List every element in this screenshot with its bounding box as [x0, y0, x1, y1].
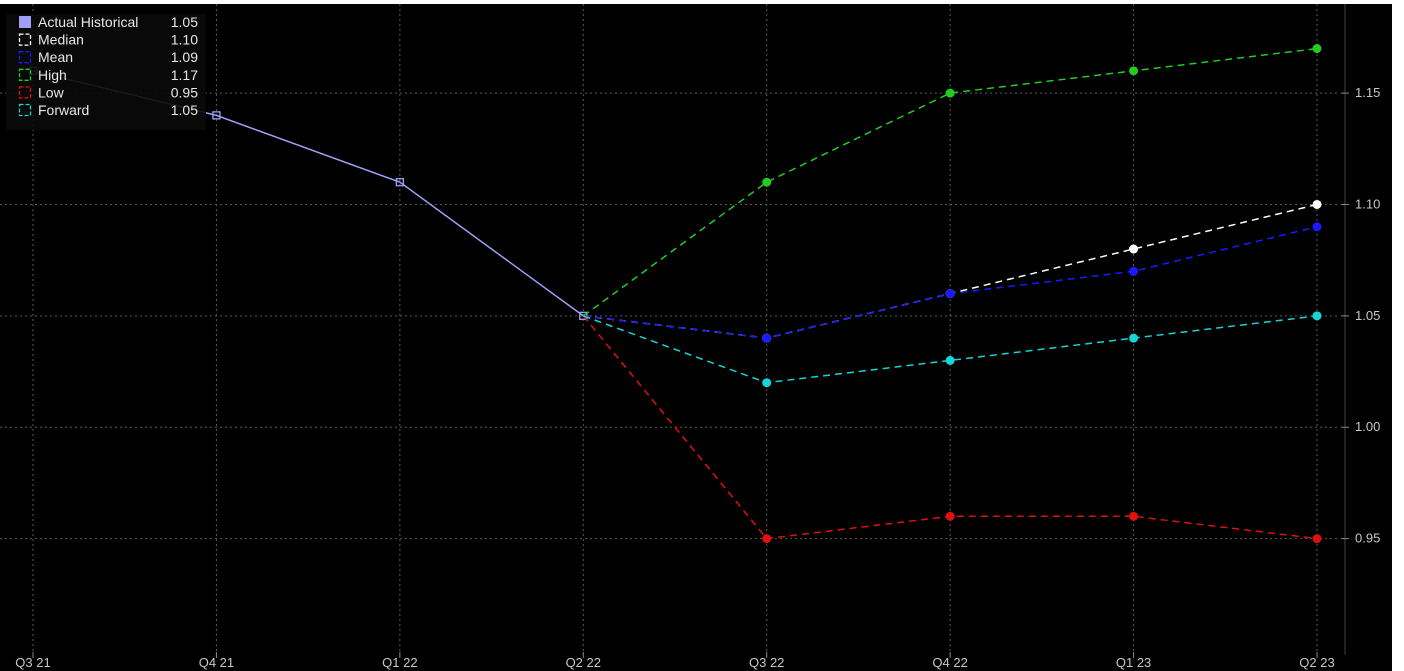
- legend-label: Low: [38, 84, 65, 100]
- x-tick-label: Q1 23: [1116, 655, 1151, 670]
- grid-layer: [0, 4, 1340, 655]
- data-point: [1129, 511, 1139, 521]
- data-point: [762, 534, 772, 544]
- x-tick-label: Q1 22: [382, 655, 417, 670]
- data-point: [1129, 333, 1139, 343]
- series-line: [583, 315, 1318, 384]
- data-point: [1312, 311, 1322, 321]
- data-point: [762, 333, 772, 343]
- data-point: [945, 289, 955, 299]
- data-point: [945, 88, 955, 98]
- legend-background: [6, 14, 206, 130]
- data-point: [762, 378, 772, 388]
- plot-background: [0, 4, 1392, 671]
- series-line: [582, 47, 1318, 317]
- series-forward: [583, 311, 1322, 388]
- y-tick-label: 0.95: [1355, 531, 1380, 546]
- legend-swatch: [18, 33, 32, 46]
- legend-swatch: [18, 68, 32, 81]
- legend-label: Mean: [38, 49, 73, 65]
- y-tick-label: 1.15: [1355, 85, 1380, 100]
- data-point: [1312, 534, 1322, 544]
- legend-value: 1.05: [171, 102, 198, 118]
- x-tick-label: Q3 21: [15, 655, 50, 670]
- legend-value: 1.09: [171, 49, 198, 65]
- series-low: [582, 315, 1322, 544]
- x-tick-label: Q4 22: [932, 655, 967, 670]
- legend-label: Forward: [38, 102, 89, 118]
- data-point: [945, 355, 955, 365]
- legend: Actual Historical 1.05 Median 1.10 Mean 1.09 H…: [6, 14, 206, 130]
- legend-label: High: [38, 67, 67, 83]
- legend-swatch: [18, 86, 32, 99]
- data-point: [1129, 244, 1139, 254]
- y-tick-label: 1.05: [1355, 308, 1380, 323]
- legend-label: Actual Historical: [38, 14, 138, 30]
- data-point: [212, 111, 221, 120]
- data-point: [945, 511, 955, 521]
- x-tick-label: Q3 22: [749, 655, 784, 670]
- legend-value: 1.17: [171, 67, 198, 83]
- series-mean: [583, 222, 1322, 343]
- y-tick-label: 1.10: [1355, 196, 1380, 211]
- data-point: [395, 178, 405, 187]
- data-point: [1312, 199, 1322, 209]
- legend-label: Median: [38, 32, 84, 48]
- legend-value: 1.05: [171, 14, 198, 30]
- legend-swatch: [18, 51, 32, 64]
- x-tick-label: Q2 22: [566, 655, 601, 670]
- data-point: [762, 177, 772, 187]
- y-axis-ticks: 1.15 1.10 1.05 1.00 0.95: [1341, 4, 1380, 655]
- x-tick-label: Q4 21: [199, 655, 234, 670]
- legend-swatch: [18, 103, 32, 117]
- legend-swatch: [19, 16, 31, 28]
- data-point: [1129, 66, 1139, 76]
- y-tick-label: 1.00: [1355, 419, 1380, 434]
- data-point: [1312, 222, 1322, 232]
- legend-value: 0.95: [171, 84, 198, 100]
- x-axis-ticks: Q3 21 Q4 21 Q1 22 Q2 22 Q3 22 Q4 22 Q1 23 Q2 23: [15, 652, 1335, 670]
- series-high: [582, 44, 1322, 317]
- data-point: [1129, 266, 1139, 276]
- x-tick-label: Q2 23: [1299, 655, 1334, 670]
- data-point: [1312, 44, 1322, 54]
- legend-value: 1.10: [171, 32, 198, 48]
